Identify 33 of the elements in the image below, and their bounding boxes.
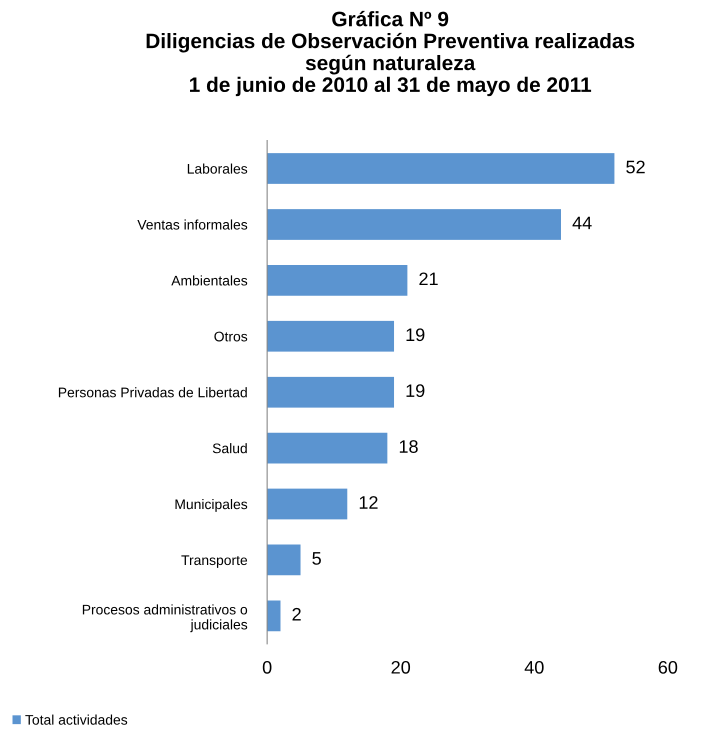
data-label: 52 (626, 160, 645, 174)
y-tick-label: Salud (212, 443, 247, 454)
y-tick-label: Ambientales (171, 275, 248, 286)
y-tick-label: Personas Privadas de Libertad (58, 387, 247, 398)
data-label: 19 (406, 384, 424, 398)
bar (267, 432, 388, 464)
bar (267, 488, 348, 520)
y-tick-label: Procesos administrativos o judiciales (82, 604, 248, 632)
x-tick-label: 40 (524, 660, 544, 674)
data-label: 18 (400, 440, 418, 453)
data-label: 12 (360, 496, 378, 509)
bar (267, 153, 614, 184)
y-tick-label: Ventas informales (137, 219, 248, 230)
data-label: 5 (312, 552, 321, 565)
y-tick-label: Laborales (188, 164, 248, 174)
bar (267, 544, 301, 576)
x-tick-label: 60 (658, 660, 678, 674)
legend-label: Total actividades (25, 714, 128, 725)
bar (267, 265, 408, 296)
data-label: 2 (292, 608, 301, 621)
y-tick-label: Otros (214, 332, 248, 342)
bar (267, 600, 280, 632)
bar (267, 376, 394, 408)
data-label: 19 (406, 328, 424, 342)
y-tick-label: Transporte (181, 555, 248, 568)
data-label: 21 (419, 272, 438, 286)
bar (267, 209, 561, 240)
chart-title: Gráfica Nº 9 Diligencias de Observación Preventiva realizadas según naturaleza 1 de junio de 2010 al 31 de mayo de 2011 (146, 10, 634, 96)
x-tick-label: 0 (262, 660, 272, 674)
bar (267, 320, 394, 352)
x-tick-label: 20 (392, 660, 410, 674)
y-tick-label: Municipales (176, 498, 248, 512)
data-label: 44 (572, 216, 592, 230)
